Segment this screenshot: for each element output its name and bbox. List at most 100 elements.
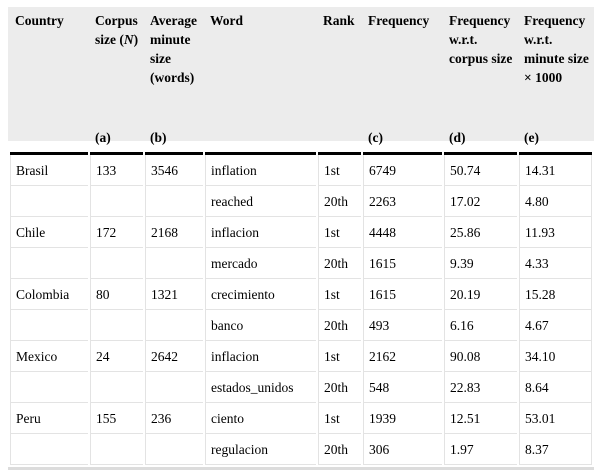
cell-country: Chile (10, 217, 88, 248)
cell-avg-minute-size: 2168 (145, 217, 203, 248)
cell-corpus-size (90, 434, 143, 465)
cell-rank: 1st (318, 403, 361, 434)
cell-avg-minute-size (145, 186, 203, 217)
col-header-country: Country (10, 7, 88, 114)
col-header-corpus-size: Corpus size (N) (90, 7, 143, 114)
cell-avg-minute-size: 1321 (145, 279, 203, 310)
cell-country: Colombia (10, 279, 88, 310)
col-header-word: Word (210, 13, 244, 28)
cell-frequency: 2162 (363, 341, 442, 372)
header-row-titles: Country Corpus size (N) Average minute s… (10, 7, 592, 114)
cell-rank: 1st (318, 341, 361, 372)
cell-corpus-size (90, 310, 143, 341)
cell-corpus-size (90, 372, 143, 403)
cell-word: crecimiento (205, 279, 316, 310)
col-header-corpus-n: N (123, 32, 134, 47)
header-background (8, 7, 594, 141)
cell-freq-wrt-minute: 14.31 (519, 155, 592, 186)
cell-word: estados_unidos (205, 372, 316, 403)
col-letter-e: (e) (519, 114, 592, 155)
cell-rank: 20th (318, 186, 361, 217)
cell-freq-wrt-corpus: 9.39 (444, 248, 517, 279)
cell-freq-wrt-minute: 4.67 (519, 310, 592, 341)
cell-frequency: 306 (363, 434, 442, 465)
cell-corpus-size (90, 186, 143, 217)
header-row-letters: (a) (b) (c) (d) (e) (10, 114, 592, 155)
cell-frequency: 548 (363, 372, 442, 403)
cell-avg-minute-size: 236 (145, 403, 203, 434)
cell-country: Brasil (10, 155, 88, 186)
col-letter-empty (10, 114, 88, 155)
cell-freq-wrt-minute: 11.93 (519, 217, 592, 248)
col-header-corpus-label: Corpus size ( (95, 13, 138, 47)
col-header-frequency: Frequency (368, 13, 430, 28)
cell-freq-wrt-corpus: 6.16 (444, 310, 517, 341)
table-row: estados_unidos 20th 548 22.83 8.64 (10, 372, 592, 403)
cell-word: inflacion (205, 341, 316, 372)
cell-freq-wrt-minute: 4.33 (519, 248, 592, 279)
cell-avg-minute-size (145, 372, 203, 403)
col-letter-empty (205, 114, 316, 155)
cell-word: inflacion (205, 217, 316, 248)
cell-rank: 20th (318, 434, 361, 465)
cell-corpus-size: 155 (90, 403, 143, 434)
col-header-freq-wrt-minute: Frequency w.r.t. minute size × 1000 (524, 13, 589, 85)
table-row: banco 20th 493 6.16 4.67 (10, 310, 592, 341)
cell-country (10, 434, 88, 465)
cell-freq-wrt-corpus: 25.86 (444, 217, 517, 248)
col-letter-a: (a) (90, 114, 143, 155)
cell-freq-wrt-corpus: 50.74 (444, 155, 517, 186)
cell-country (10, 372, 88, 403)
cell-freq-wrt-minute: 53.01 (519, 403, 592, 434)
cell-word: ciento (205, 403, 316, 434)
cell-word: inflation (205, 155, 316, 186)
cell-country (10, 248, 88, 279)
frequency-table-container: Country Corpus size (N) Average minute s… (8, 7, 594, 470)
cell-country: Peru (10, 403, 88, 434)
cell-freq-wrt-minute: 8.37 (519, 434, 592, 465)
cell-avg-minute-size (145, 310, 203, 341)
col-letter-d: (d) (444, 114, 517, 155)
cell-word: reached (205, 186, 316, 217)
col-header-country-label: Country (15, 13, 64, 28)
table-row: Mexico 24 2642 inflacion 1st 2162 90.08 … (10, 341, 592, 372)
cell-freq-wrt-corpus: 17.02 (444, 186, 517, 217)
cell-country: Mexico (10, 341, 88, 372)
cell-avg-minute-size: 3546 (145, 155, 203, 186)
cell-freq-wrt-minute: 34.10 (519, 341, 592, 372)
cell-frequency: 6749 (363, 155, 442, 186)
table-row: mercado 20th 1615 9.39 4.33 (10, 248, 592, 279)
col-letter-b: (b) (145, 114, 203, 155)
cell-frequency: 1615 (363, 248, 442, 279)
col-letter-empty (318, 114, 361, 155)
cell-frequency: 1615 (363, 279, 442, 310)
table-row: reached 20th 2263 17.02 4.80 (10, 186, 592, 217)
cell-word: mercado (205, 248, 316, 279)
cell-country (10, 186, 88, 217)
cell-freq-wrt-minute: 8.64 (519, 372, 592, 403)
frequency-table: Country Corpus size (N) Average minute s… (8, 7, 594, 465)
cell-corpus-size: 24 (90, 341, 143, 372)
cell-country (10, 310, 88, 341)
cell-freq-wrt-corpus: 22.83 (444, 372, 517, 403)
cell-rank: 1st (318, 279, 361, 310)
cell-rank: 20th (318, 310, 361, 341)
cell-corpus-size (90, 248, 143, 279)
cell-corpus-size: 133 (90, 155, 143, 186)
cell-avg-minute-size (145, 248, 203, 279)
col-header-corpus-close: ) (133, 32, 139, 47)
cell-freq-wrt-corpus: 1.97 (444, 434, 517, 465)
cell-rank: 1st (318, 217, 361, 248)
cell-rank: 1st (318, 155, 361, 186)
cell-freq-wrt-corpus: 20.19 (444, 279, 517, 310)
cell-avg-minute-size (145, 434, 203, 465)
cell-freq-wrt-minute: 4.80 (519, 186, 592, 217)
col-letter-c: (c) (363, 114, 442, 155)
cell-corpus-size: 172 (90, 217, 143, 248)
table-row: Colombia 80 1321 crecimiento 1st 1615 20… (10, 279, 592, 310)
cell-word: regulacion (205, 434, 316, 465)
cell-frequency: 493 (363, 310, 442, 341)
col-header-rank: Rank (323, 13, 355, 28)
cell-corpus-size: 80 (90, 279, 143, 310)
table-row: Chile 172 2168 inflacion 1st 4448 25.86 … (10, 217, 592, 248)
